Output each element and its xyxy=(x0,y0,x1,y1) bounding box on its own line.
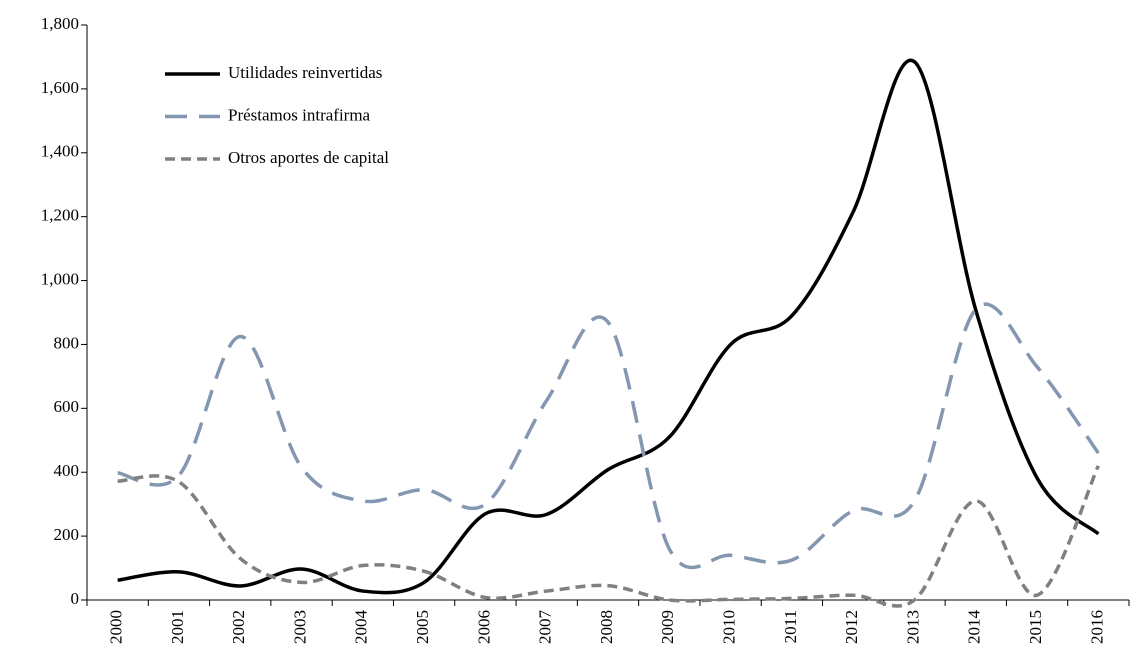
x-tick-label: 2005 xyxy=(413,610,432,644)
x-tick-label: 2006 xyxy=(474,610,493,644)
line-series xyxy=(117,302,1100,570)
x-tick-label: 2015 xyxy=(1026,610,1045,644)
x-tick-label: 2004 xyxy=(352,610,371,645)
legend-label: Utilidades reinvertidas xyxy=(228,63,382,82)
legend-label: Otros aportes de capital xyxy=(228,148,389,167)
y-tick-label: 1,000 xyxy=(41,269,79,288)
x-tick-label: 2002 xyxy=(229,610,248,644)
x-tick-label: 2008 xyxy=(597,610,616,644)
y-tick-label: 800 xyxy=(54,333,80,352)
y-tick-label: 600 xyxy=(54,397,80,416)
x-tick-label: 2001 xyxy=(168,610,187,644)
x-tick-label: 2013 xyxy=(903,610,922,644)
x-tick-label: 2014 xyxy=(965,610,984,645)
x-tick-label: 2012 xyxy=(842,610,861,644)
x-tick-label: 2009 xyxy=(658,610,677,644)
x-tick-label: 2010 xyxy=(719,610,738,644)
legend-label: Préstamos intrafirma xyxy=(228,105,371,124)
x-tick-label: 2011 xyxy=(781,610,800,643)
y-tick-label: 400 xyxy=(54,461,80,480)
y-tick-label: 200 xyxy=(54,525,80,544)
x-tick-label: 2007 xyxy=(536,610,555,645)
line-series xyxy=(117,58,1100,595)
x-tick-label: 2000 xyxy=(107,610,126,644)
y-tick-label: 1,200 xyxy=(41,206,79,225)
y-tick-label: 1,800 xyxy=(41,14,79,33)
y-tick-label: 0 xyxy=(71,589,80,608)
line-series xyxy=(117,465,1100,608)
y-tick-label: 1,400 xyxy=(41,142,79,161)
x-tick-label: 2016 xyxy=(1087,610,1106,644)
y-tick-label: 1,600 xyxy=(41,78,79,97)
x-tick-label: 2003 xyxy=(290,610,309,644)
